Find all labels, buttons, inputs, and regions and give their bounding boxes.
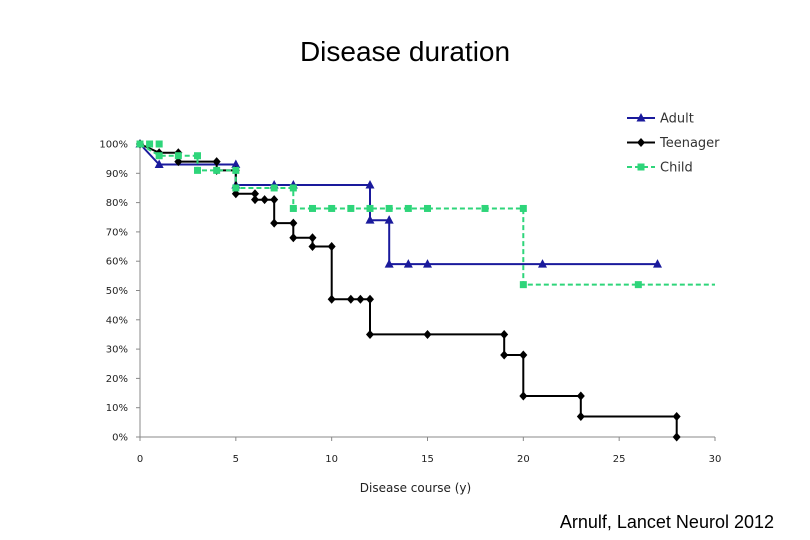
y-tick-label: 0% xyxy=(112,433,128,444)
x-tick-label: 25 xyxy=(613,454,626,465)
legend-item-teenager: Teenager xyxy=(627,136,720,151)
legend-label: Teenager xyxy=(659,136,720,151)
data-point-child xyxy=(289,184,297,192)
y-tick-label: 30% xyxy=(106,345,128,356)
series-adult xyxy=(135,139,662,268)
y-tick-label: 10% xyxy=(106,403,128,414)
data-point-teenager xyxy=(212,157,221,167)
data-point-teenager xyxy=(500,329,509,339)
data-point-adult xyxy=(384,259,394,268)
x-tick-label: 10 xyxy=(325,454,338,465)
x-axis-label: Disease course (y) xyxy=(360,481,471,495)
data-point-child xyxy=(385,204,393,212)
legend-marker xyxy=(637,138,645,147)
data-point-adult xyxy=(653,259,662,268)
x-tick-label: 0 xyxy=(137,454,143,465)
data-point-child xyxy=(328,204,336,212)
data-point-teenager xyxy=(327,294,336,304)
data-point-teenager xyxy=(231,189,240,199)
data-point-child xyxy=(194,166,201,174)
legend-marker xyxy=(637,163,645,171)
data-point-child xyxy=(213,166,221,174)
data-point-child xyxy=(155,152,163,160)
y-tick-label: 80% xyxy=(106,198,128,209)
data-point-teenager xyxy=(251,195,259,205)
data-point-child xyxy=(155,140,163,148)
data-point-adult xyxy=(538,259,547,268)
data-point-child xyxy=(136,140,144,148)
series-line-teenager xyxy=(139,143,678,437)
data-point-child xyxy=(347,204,355,212)
data-point-teenager xyxy=(251,189,259,199)
data-point-child xyxy=(146,140,154,148)
data-point-adult xyxy=(384,215,394,224)
data-point-teenager xyxy=(576,411,585,421)
y-tick-label: 70% xyxy=(106,227,128,238)
y-tick-label: 60% xyxy=(106,257,128,268)
legend-item-child: Child xyxy=(627,161,693,176)
citation: Arnulf, Lancet Neurol 2012 xyxy=(559,512,774,532)
x-tick-label: 20 xyxy=(517,454,530,465)
data-point-teenager xyxy=(308,242,317,252)
data-point-teenager xyxy=(672,411,681,421)
data-point-teenager xyxy=(423,329,432,339)
data-point-child xyxy=(174,152,182,160)
y-tick-label: 90% xyxy=(106,169,128,180)
data-point-teenager xyxy=(260,195,269,205)
x-tick-label: 15 xyxy=(421,454,434,465)
chart-legend: Adult Teenager Child xyxy=(627,112,720,176)
data-point-child xyxy=(404,204,412,212)
legend-label: Child xyxy=(660,161,693,176)
data-point-adult xyxy=(423,259,432,268)
y-tick-label: 50% xyxy=(106,286,128,297)
data-point-teenager xyxy=(346,294,355,304)
series-child xyxy=(136,140,715,289)
data-point-adult xyxy=(154,159,164,169)
y-tick-label: 20% xyxy=(106,374,128,385)
data-point-adult xyxy=(365,215,375,224)
data-point-teenager xyxy=(308,233,317,243)
data-point-child xyxy=(481,204,489,212)
y-tick-label: 40% xyxy=(106,315,128,326)
data-point-teenager xyxy=(366,294,374,304)
data-point-teenager xyxy=(270,195,279,205)
data-point-child xyxy=(270,184,278,192)
data-point-teenager xyxy=(366,329,374,339)
x-tick-label: 30 xyxy=(709,454,722,465)
data-point-teenager xyxy=(270,218,279,228)
data-point-child xyxy=(289,204,297,212)
legend-label: Adult xyxy=(660,112,694,127)
data-point-adult xyxy=(231,159,241,169)
x-tick-label: 5 xyxy=(233,454,239,465)
chart-axes: 0% 10% 20% 30% 40% 50% 60% 70% 80% 90% 100% 0 5 10 15 2… xyxy=(99,140,721,466)
data-point-teenager xyxy=(356,294,365,304)
data-point-teenager xyxy=(289,233,298,243)
data-point-child xyxy=(232,184,240,192)
data-point-teenager xyxy=(519,350,528,360)
series-teenager xyxy=(136,139,681,442)
data-point-teenager xyxy=(519,391,528,401)
y-tick-label: 100% xyxy=(99,140,128,151)
data-point-adult xyxy=(365,180,375,189)
data-point-child xyxy=(366,204,374,212)
chart-series xyxy=(135,139,715,442)
data-point-child xyxy=(519,204,527,212)
legend-item-adult: Adult xyxy=(627,112,694,127)
data-point-teenager xyxy=(576,391,585,401)
data-point-teenager xyxy=(174,157,183,167)
slide-title: Disease duration xyxy=(299,36,511,67)
data-point-child xyxy=(634,281,642,289)
data-point-teenager xyxy=(327,242,336,252)
data-point-child xyxy=(519,281,527,289)
data-point-child xyxy=(309,204,316,212)
data-point-teenager xyxy=(289,218,298,228)
data-point-teenager xyxy=(500,350,509,360)
data-point-adult xyxy=(403,259,413,268)
data-point-teenager xyxy=(672,432,681,442)
data-point-child xyxy=(194,152,201,160)
data-point-child xyxy=(424,204,431,212)
data-point-child xyxy=(232,166,240,174)
legend-marker xyxy=(636,113,646,122)
